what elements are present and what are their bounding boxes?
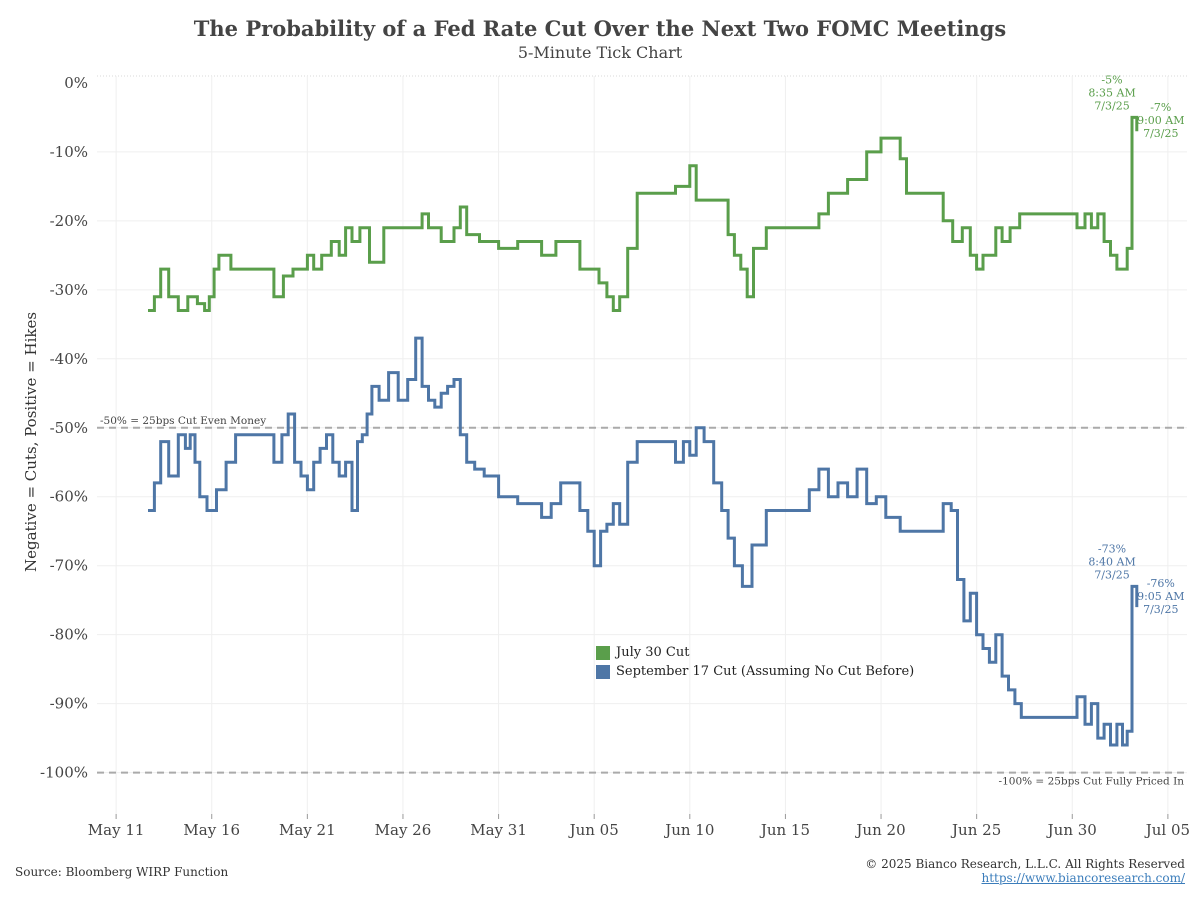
x-tick-label: Jun 10: [663, 821, 714, 839]
annotation-line: 9:00 AM: [1137, 114, 1184, 127]
grid-lines: [97, 75, 1187, 814]
x-axis-ticks: May 11 May 16 May 21 May 26 May 31 Jun 05 Jun …: [88, 814, 1190, 839]
annotation-label: -73% 8:40 AM 7/3/25: [1088, 542, 1135, 581]
y-axis-label: Negative = Cuts, Positive = Hikes: [22, 312, 40, 572]
legend-label-july: July 30 Cut: [616, 645, 690, 660]
annotation-line: 8:40 AM: [1088, 555, 1135, 568]
annotation-line: -7%: [1150, 101, 1171, 114]
x-tick-label: May 26: [375, 821, 432, 839]
annotation-label: -5% 8:35 AM 7/3/25: [1088, 73, 1135, 112]
y-tick-label: -90%: [50, 695, 88, 713]
y-tick-label: -50%: [50, 419, 88, 437]
legend: July 30 Cut September 17 Cut (Assuming N…: [596, 643, 914, 681]
series-line-july: [148, 115, 1139, 312]
annotation-line: 9:05 AM: [1137, 590, 1184, 603]
chart-subtitle: 5-Minute Tick Chart: [517, 43, 683, 62]
x-tick-label: May 31: [470, 821, 527, 839]
y-tick-label: -20%: [50, 212, 88, 230]
x-tick-label: Jul 05: [1144, 821, 1190, 839]
annotation-line: -76%: [1147, 577, 1175, 590]
annotation-line: 8:35 AM: [1088, 86, 1135, 99]
annotation-line: -73%: [1098, 542, 1126, 555]
annotations: -5% 8:35 AM 7/3/25 -7% 9:00 AM 7/3/25-73% 8:40…: [1088, 73, 1184, 616]
y-tick-label: -10%: [50, 143, 88, 161]
chart-title: The Probability of a Fed Rate Cut Over t…: [193, 16, 1007, 41]
x-tick-label: Jun 05: [568, 821, 619, 839]
annotation-line: 7/3/25: [1094, 568, 1129, 581]
x-tick-label: Jun 30: [1046, 821, 1097, 839]
legend-swatch-july: [596, 645, 610, 660]
website-link[interactable]: https://www.biancoresearch.com/: [981, 871, 1185, 885]
copyright-text: © 2025 Bianco Research, L.L.C. All Right…: [865, 857, 1185, 871]
legend-label-september: September 17 Cut (Assuming No Cut Before…: [616, 664, 915, 679]
y-tick-label: -100%: [40, 764, 88, 782]
copyright-block: © 2025 Bianco Research, L.L.C. All Right…: [865, 857, 1185, 885]
y-tick-label: -70%: [50, 557, 88, 575]
source-note: Source: Bloomberg WIRP Function: [15, 865, 229, 879]
annotation-line: 7/3/25: [1094, 99, 1129, 112]
annotation-label: -7% 9:00 AM 7/3/25: [1137, 101, 1184, 140]
y-tick-label: -60%: [50, 488, 88, 506]
y-axis-ticks: 0% -10% -20% -30% -40% -50% -60% -70% -80% -90% -1…: [40, 74, 88, 782]
y-tick-label: 0%: [64, 74, 88, 92]
reference-lines: -50% = 25bps Cut Even Money -100% = 25bps…: [97, 415, 1187, 788]
annotation-line: 7/3/25: [1143, 603, 1178, 616]
reference-line-label: -100% = 25bps Cut Fully Priced In: [999, 776, 1185, 788]
x-tick-label: May 21: [279, 821, 336, 839]
annotation-label: -76% 9:05 AM 7/3/25: [1137, 577, 1184, 616]
series-line-september: [148, 336, 1139, 747]
legend-item-september: September 17 Cut (Assuming No Cut Before…: [596, 662, 914, 681]
x-tick-label: Jun 25: [950, 821, 1001, 839]
x-tick-label: Jun 20: [854, 821, 905, 839]
x-tick-label: May 11: [88, 821, 145, 839]
annotation-line: 7/3/25: [1143, 127, 1178, 140]
annotation-line: -5%: [1101, 73, 1122, 86]
y-tick-label: -80%: [50, 626, 88, 644]
y-tick-label: -40%: [50, 350, 88, 368]
legend-item-july: July 30 Cut: [596, 643, 914, 662]
series-lines: [148, 115, 1139, 747]
y-tick-label: -30%: [50, 281, 88, 299]
x-tick-label: Jun 15: [759, 821, 810, 839]
legend-swatch-september: [596, 664, 610, 679]
reference-line-label: -50% = 25bps Cut Even Money: [100, 415, 266, 427]
x-tick-label: May 16: [183, 821, 240, 839]
